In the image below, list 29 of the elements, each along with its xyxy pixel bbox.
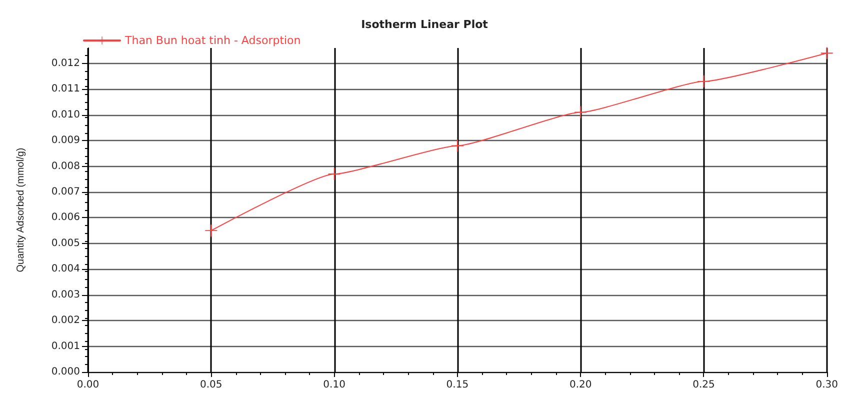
y-tick-label: 0.001 [51,340,80,352]
y-tick-label: 0.007 [51,186,80,198]
y-axis-title: Quantity Adsorbed (mmol/g) [16,148,26,272]
x-tick-label: 0.00 [76,380,100,390]
point [574,106,587,118]
y-tick-label: 0.003 [51,289,80,300]
point [698,75,710,88]
point [205,224,218,237]
point [820,47,833,60]
x-tick-label: 0.20 [569,380,592,390]
chart-title: Isotherm Linear Plot [361,18,488,31]
y-tick-label: 0.000 [51,366,80,378]
x-tick-label: 0.25 [692,380,715,390]
x-tick-label: 0.15 [446,380,469,390]
y-tick-label: 0.006 [51,212,80,224]
x-tick-label: 0.10 [323,380,346,390]
point [328,168,340,180]
y-tick-label: 0.009 [51,135,80,146]
y-tick-label: 0.012 [51,58,80,69]
x-tick-label: 0.30 [816,380,838,390]
x-tick-label: 0.05 [200,380,222,390]
legend-label: Than Bun hoat tinh - Adsorption [124,34,301,47]
point [451,140,464,152]
y-tick-label: 0.002 [51,315,80,326]
y-tick-label: 0.008 [51,160,80,172]
y-tick-label: 0.010 [51,109,80,120]
y-tick-label: 0.004 [51,264,80,275]
y-tick-label: 0.005 [51,238,80,249]
y-tick-label: 0.011 [51,84,80,95]
